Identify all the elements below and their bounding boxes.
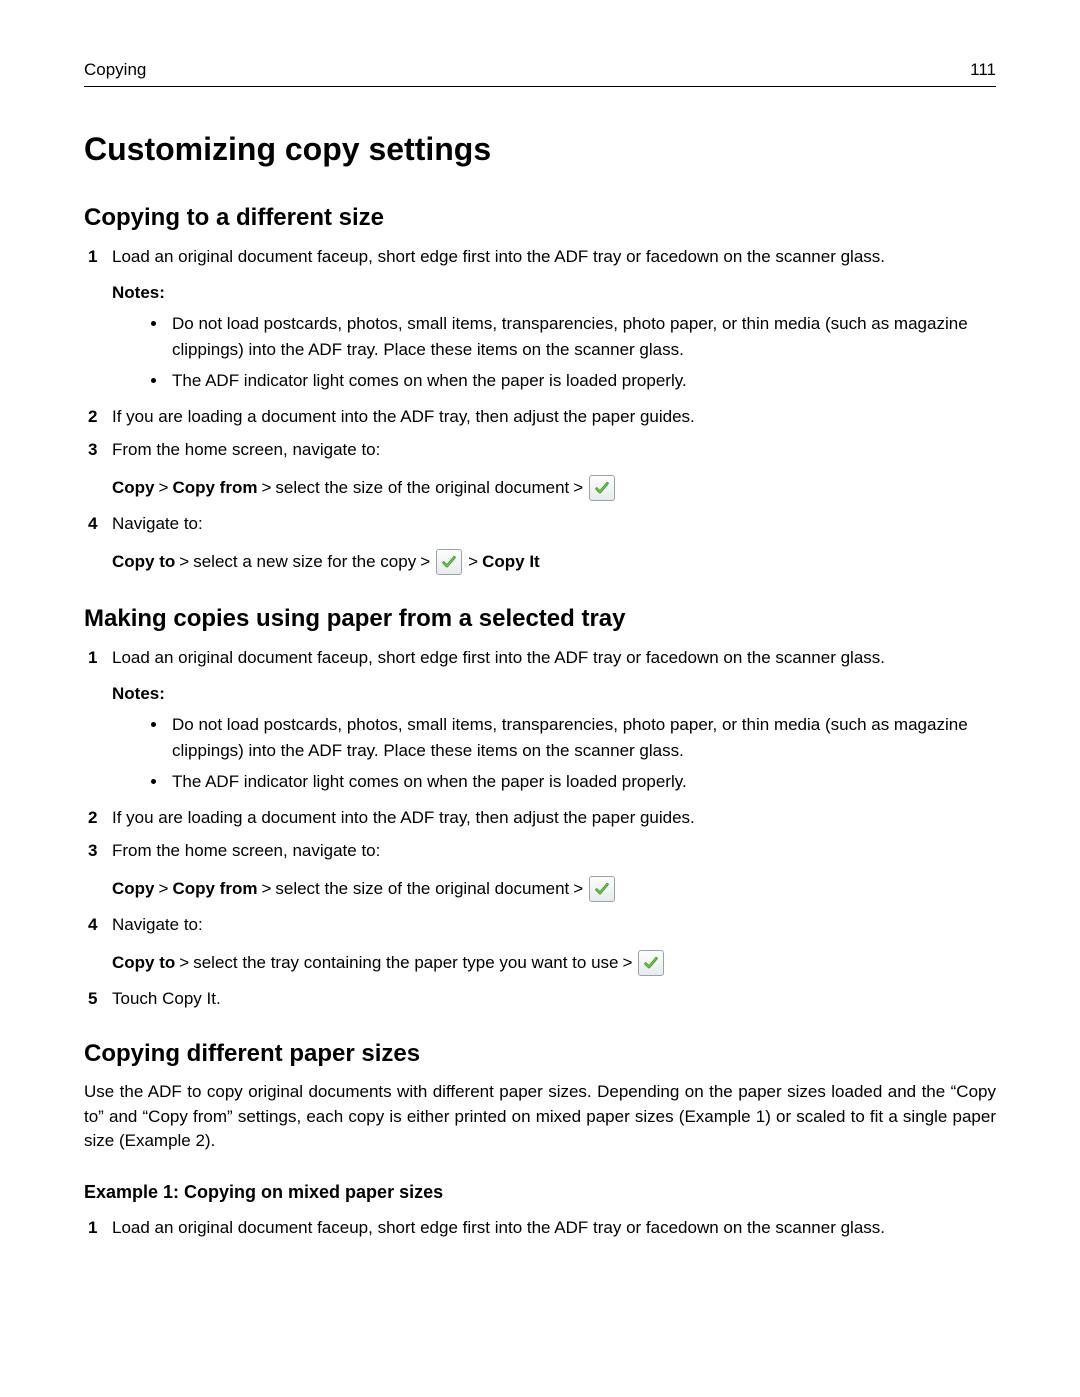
notes-list: Do not load postcards, photos, small ite… [112,712,996,795]
nav-sep: > [261,874,271,905]
nav-sep: > [420,547,430,578]
nav-path: Copy to > select the tray containing the… [112,948,996,979]
nav-sep: > [159,473,169,504]
step-item: Load an original document faceup, short … [84,645,996,795]
nav-sep: > [159,874,169,905]
notes-label: Notes: [112,681,996,707]
intro-paragraph: Use the ADF to copy original documents w… [84,1080,996,1154]
step-item: If you are loading a document into the A… [84,404,996,430]
nav-sep: > [179,948,189,979]
note-item: The ADF indicator light comes on when th… [168,769,996,795]
notes-label: Notes: [112,280,996,306]
nav-text: select a new size for the copy [193,547,416,578]
nav-text: select the size of the original document [275,874,569,905]
subheading-copy-different-size: Copying to a different size [84,204,996,232]
nav-token-copy-it: Copy It [482,547,540,578]
checkmark-icon [638,950,664,976]
step-item: Touch Copy It. [84,986,996,1012]
step-text: Load an original document faceup, short … [112,648,885,667]
header-section: Copying [84,60,146,80]
header-page-number: 111 [970,60,996,80]
step-text-part: . [216,989,221,1008]
step-item: From the home screen, navigate to: Copy … [84,838,996,904]
nav-sep: > [468,547,478,578]
step-item: Navigate to: Copy to > select a new size… [84,511,996,577]
steps-list-s3: Load an original document faceup, short … [84,1215,996,1241]
step-text: Navigate to: [112,514,203,533]
nav-token-copy-to: Copy to [112,948,175,979]
note-item: The ADF indicator light comes on when th… [168,368,996,394]
checkmark-icon [436,549,462,575]
step-item: Navigate to: Copy to > select the tray c… [84,912,996,978]
nav-sep: > [622,948,632,979]
step-text: Navigate to: [112,915,203,934]
step-item: Load an original document faceup, short … [84,1215,996,1241]
page-title: Customizing copy settings [84,131,996,168]
nav-sep: > [179,547,189,578]
note-item: Do not load postcards, photos, small ite… [168,311,996,362]
steps-list-s2: Load an original document faceup, short … [84,645,996,1012]
nav-token-copy-from: Copy from [172,473,257,504]
nav-token-copy-to: Copy to [112,547,175,578]
nav-text: select the size of the original document [275,473,569,504]
step-item: Load an original document faceup, short … [84,244,996,394]
note-item: Do not load postcards, photos, small ite… [168,712,996,763]
subheading-different-paper-sizes: Copying different paper sizes [84,1040,996,1068]
document-page: Copying 111 Customizing copy settings Co… [0,0,1080,1397]
step-text-part: Touch [112,989,162,1008]
step-text-bold: Copy It [162,989,216,1008]
nav-sep: > [573,874,583,905]
nav-sep: > [261,473,271,504]
step-text: From the home screen, navigate to: [112,440,380,459]
nav-path: Copy to > select a new size for the copy… [112,547,996,578]
nav-text: select the tray containing the paper typ… [193,948,618,979]
example-heading: Example 1: Copying on mixed paper sizes [84,1182,996,1203]
subheading-selected-tray: Making copies using paper from a selecte… [84,605,996,633]
checkmark-icon [589,876,615,902]
checkmark-icon [589,475,615,501]
nav-token-copy: Copy [112,874,155,905]
step-text: Load an original document faceup, short … [112,247,885,266]
step-item: From the home screen, navigate to: Copy … [84,437,996,503]
nav-path: Copy > Copy from > select the size of th… [112,473,996,504]
nav-sep: > [573,473,583,504]
step-text: From the home screen, navigate to: [112,841,380,860]
notes-list: Do not load postcards, photos, small ite… [112,311,996,394]
nav-token-copy: Copy [112,473,155,504]
nav-path: Copy > Copy from > select the size of th… [112,874,996,905]
running-header: Copying 111 [84,60,996,87]
nav-token-copy-from: Copy from [172,874,257,905]
steps-list-s1: Load an original document faceup, short … [84,244,996,577]
step-item: If you are loading a document into the A… [84,805,996,831]
